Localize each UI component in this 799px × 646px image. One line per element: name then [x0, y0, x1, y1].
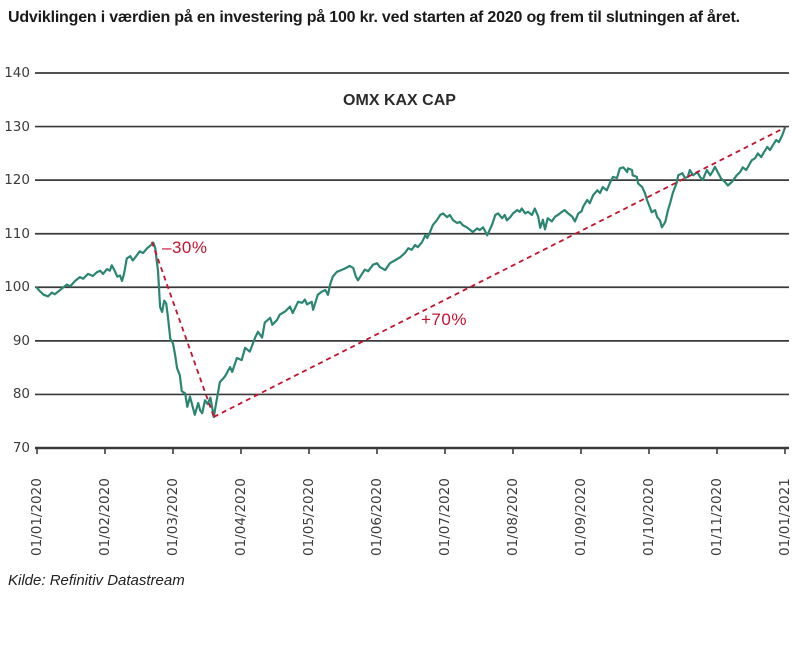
recovery-dashed-line	[213, 126, 786, 418]
price-line	[35, 126, 787, 418]
x-axis-label: 01/01/2020	[29, 478, 45, 556]
drawdown-dashed-line	[151, 241, 215, 418]
x-axis-label: 01/05/2020	[301, 478, 317, 556]
y-axis-label: 70	[12, 440, 30, 456]
y-axis-label: 130	[4, 119, 30, 135]
x-axis-label: 01/01/2021	[777, 478, 793, 556]
y-axis-label: 80	[12, 386, 30, 402]
x-axis-label: 01/07/2020	[437, 478, 453, 556]
page-title: Udviklingen i værdien på en investering …	[8, 9, 740, 26]
chart-title: OMX KAX CAP	[343, 92, 456, 109]
y-axis-label: 100	[4, 279, 30, 295]
x-axis-label: 01/03/2020	[165, 478, 181, 556]
x-axis-label: 01/04/2020	[233, 478, 249, 556]
drawdown-annotation-label: –30%	[162, 238, 208, 257]
x-axis-label: 01/06/2020	[369, 478, 385, 556]
y-axis-label: 140	[4, 65, 30, 81]
x-axis-label: 01/11/2020	[709, 478, 725, 556]
y-axis-label: 90	[12, 333, 30, 349]
y-axis-label: 110	[4, 226, 30, 242]
recovery-annotation-label: +70%	[421, 310, 467, 329]
x-axis-label: 01/02/2020	[97, 478, 113, 556]
x-axis-label: 01/10/2020	[641, 478, 657, 556]
source-note: Kilde: Refinitiv Datastream	[8, 572, 185, 589]
x-axis-label: 01/09/2020	[573, 478, 589, 556]
y-axis-label: 120	[4, 172, 30, 188]
x-axis-label: 01/08/2020	[505, 478, 521, 556]
